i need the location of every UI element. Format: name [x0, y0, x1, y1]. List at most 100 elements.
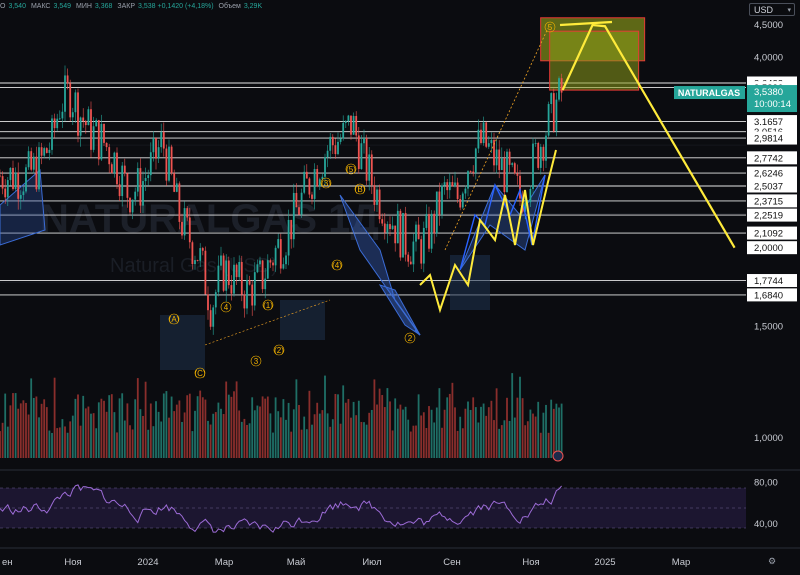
volume-bar	[157, 411, 160, 458]
wave-label: 5	[548, 23, 553, 32]
volume-bar	[14, 393, 17, 458]
volume-bar	[454, 407, 456, 458]
volume-bar	[412, 425, 415, 458]
candle-body	[391, 225, 394, 229]
candle-body	[342, 122, 345, 139]
volume-bar	[45, 407, 48, 458]
ohlc-legend: О 3,540 МАКС 3,549 МИН 3,368 ЗАКР 3,538 +0,1…	[0, 0, 300, 14]
volume-bar	[40, 403, 43, 458]
candle-body	[552, 93, 555, 132]
volume-bar	[290, 431, 293, 458]
candle-body	[134, 191, 137, 200]
volume-bar	[74, 398, 77, 458]
candle-body	[558, 78, 560, 100]
volume-bar	[217, 402, 220, 458]
wave-label-marker	[404, 332, 416, 344]
volume-bar	[238, 410, 241, 458]
volume-bar	[355, 415, 358, 458]
volume-bar	[386, 388, 389, 458]
candle-body	[370, 154, 373, 186]
candle-body	[474, 148, 477, 173]
candle-body	[378, 189, 381, 220]
volume-bar	[170, 396, 173, 458]
volume-bar	[305, 429, 308, 458]
volume-bar	[100, 398, 103, 458]
candle-body	[407, 254, 410, 262]
volume-bar	[82, 395, 85, 458]
candle-body	[173, 173, 176, 192]
watermark-symbol: NATURALGAS 1Д	[40, 197, 379, 241]
candle-body	[35, 156, 38, 190]
candle-body	[142, 181, 144, 206]
volume-bar	[269, 413, 272, 458]
volume-bar	[435, 407, 438, 458]
volume-bar	[550, 399, 553, 458]
candle-body	[344, 121, 347, 123]
candle-body	[209, 310, 212, 327]
wave-label: 2	[408, 334, 413, 343]
volume-bar	[344, 402, 347, 458]
volume-bar	[113, 412, 116, 458]
volume-bar	[329, 426, 332, 458]
candle-body	[95, 120, 98, 127]
volume-bar	[136, 378, 139, 458]
candle-body	[467, 171, 469, 189]
candle-body	[38, 147, 40, 190]
candle-body	[316, 169, 319, 187]
candle-body	[97, 120, 100, 160]
volume-bar	[253, 410, 256, 458]
volume-bar	[144, 381, 147, 458]
volume-bar	[295, 379, 298, 458]
candle-body	[82, 117, 85, 122]
volume-bar	[365, 424, 368, 458]
volume-bar	[402, 409, 404, 458]
candle-body	[9, 167, 12, 181]
candle-body	[363, 138, 365, 144]
y-tick-label: 4,5000	[754, 20, 783, 31]
candle-body	[545, 135, 547, 161]
volume-bar	[474, 407, 477, 458]
countdown-value: 10:00:14	[754, 99, 791, 110]
candle-body	[472, 171, 475, 173]
level-price-tag	[747, 288, 797, 302]
volume-bar	[149, 403, 152, 458]
volume-bar	[139, 409, 142, 458]
volume-bar	[209, 424, 212, 458]
candle-body	[235, 264, 238, 278]
gear-icon[interactable]: ⚙	[768, 556, 777, 566]
wave-line	[394, 299, 421, 336]
volume-bar	[347, 399, 350, 458]
candle-body	[352, 115, 355, 135]
currency-selector[interactable]: USD ▾	[749, 3, 795, 16]
volume-bar	[407, 419, 410, 458]
candle-body	[394, 225, 397, 244]
level-price-text: 2,2519	[754, 211, 783, 222]
candle-body	[339, 138, 342, 142]
volume-bar	[191, 431, 194, 458]
volume-bar	[357, 400, 360, 458]
volume-bar	[110, 394, 113, 458]
pattern-shape	[378, 284, 421, 336]
candle-body	[441, 185, 443, 215]
candle-body	[183, 208, 186, 236]
candle-body	[415, 224, 417, 242]
level-price-text: 2,7742	[754, 153, 783, 164]
candle-body	[160, 132, 163, 148]
candle-body	[227, 260, 230, 286]
volume-bar	[298, 405, 300, 458]
volume-bar	[363, 422, 365, 458]
volume-bar	[399, 404, 402, 458]
candle-body	[459, 198, 462, 208]
wave-label: (A)	[169, 315, 180, 324]
candle-body	[305, 171, 308, 179]
candle-body	[498, 149, 501, 171]
candle-body	[253, 272, 256, 306]
candle-body	[222, 255, 225, 291]
candle-body	[105, 142, 108, 148]
volume-bar	[118, 398, 121, 458]
volume-bar	[0, 431, 1, 458]
ohlc-close-value: 3,538 +0,1420 (+4,18%)	[138, 3, 214, 10]
volume-bar	[495, 388, 498, 458]
volume-bar	[425, 427, 428, 458]
